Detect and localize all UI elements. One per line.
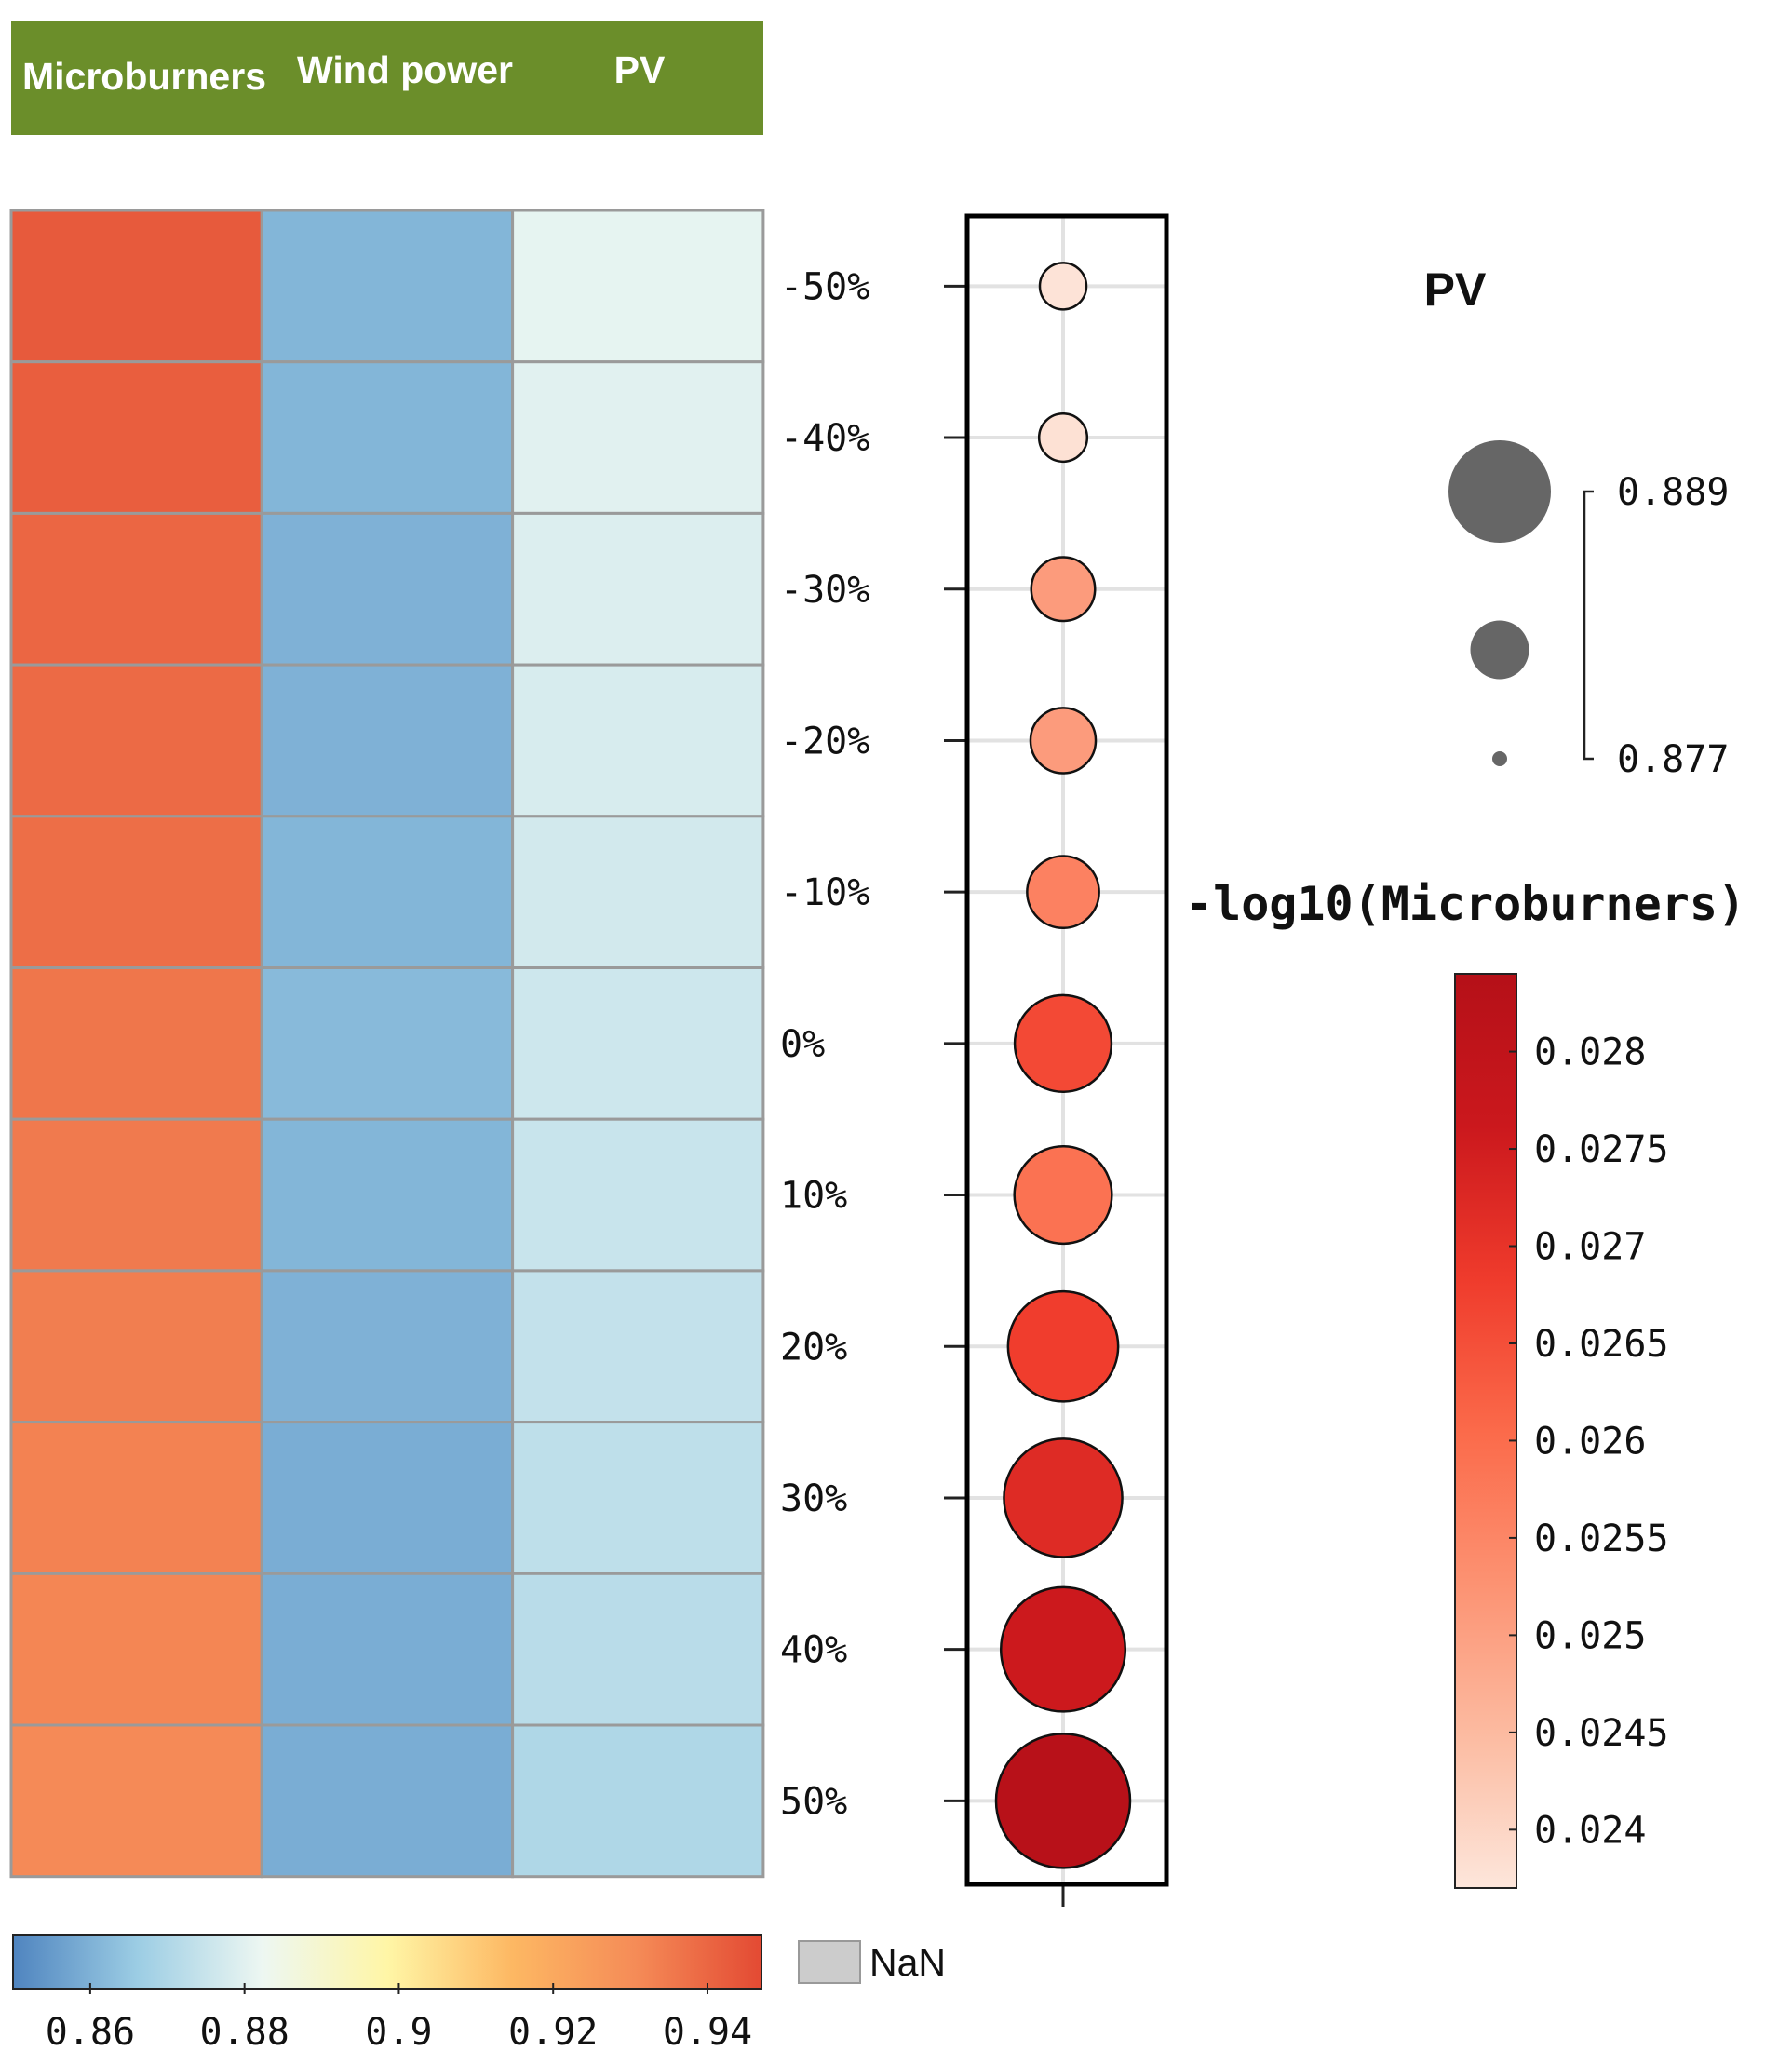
size-legend-title: PV xyxy=(1424,263,1487,316)
heatmap-cell xyxy=(260,511,515,667)
size-legend-circle xyxy=(1448,440,1551,543)
heatmap-cell xyxy=(511,1117,765,1273)
heatmap-cell xyxy=(260,1117,515,1273)
heatmap-cell xyxy=(260,966,515,1121)
colorbar-tick-label: 0.86 xyxy=(46,2011,135,2054)
bubble-mark xyxy=(1006,1289,1120,1403)
bubble-colorbar xyxy=(1454,973,1517,1889)
bubble-colorbar-tick-label: 0.0255 xyxy=(1534,1518,1669,1560)
row-label: -40% xyxy=(780,417,869,460)
heatmap-cell xyxy=(9,1117,263,1273)
color-legend-title: -log10(Microburners) xyxy=(1185,877,1745,931)
heatmap-cell xyxy=(260,360,515,515)
nan-label: NaN xyxy=(869,1941,946,1984)
heatmap-cell xyxy=(511,1572,765,1727)
heatmap-cell xyxy=(9,815,263,969)
size-legend-label: 0.889 xyxy=(1617,471,1729,514)
heatmap-cell xyxy=(260,815,515,969)
bubble-mark xyxy=(1038,262,1088,311)
row-label: 50% xyxy=(780,1780,847,1823)
colorbar-tick-label: 0.9 xyxy=(365,2011,432,2054)
bubble-colorbar-tick-label: 0.027 xyxy=(1534,1226,1646,1269)
bubble-mark xyxy=(1013,1144,1113,1246)
heatmap-cell xyxy=(260,1723,515,1879)
row-label: -50% xyxy=(780,265,869,308)
heatmap-cell xyxy=(511,1421,765,1575)
bubble-mark xyxy=(1013,993,1113,1094)
heatmap-cell xyxy=(511,1269,765,1424)
row-label: 10% xyxy=(780,1175,847,1218)
bubble-mark xyxy=(1003,1437,1124,1558)
row-label: 40% xyxy=(780,1629,847,1672)
header-band xyxy=(11,21,763,135)
size-legend-circle xyxy=(1470,620,1529,680)
heatmap-cell xyxy=(9,511,263,667)
heatmap-cell xyxy=(511,1723,765,1879)
heatmap-cell xyxy=(511,815,765,969)
column-header-pv: PV xyxy=(614,48,666,91)
colorbar-tick-label: 0.88 xyxy=(199,2011,289,2054)
column-header-wind-power: Wind power xyxy=(297,48,513,91)
row-label: 20% xyxy=(780,1326,847,1369)
heatmap-cell xyxy=(260,1269,515,1424)
bubble-colorbar-tick-label: 0.0275 xyxy=(1534,1128,1669,1171)
bubble-marks xyxy=(994,262,1132,1869)
bubble-mark xyxy=(1030,556,1097,623)
heatmap-cell xyxy=(511,663,765,818)
bubble-colorbar-tick-label: 0.0245 xyxy=(1534,1712,1669,1755)
size-legend: 0.889 0.877 xyxy=(1448,440,1729,781)
bubble-mark xyxy=(994,1733,1132,1869)
bubble-colorbar-tick-label: 0.024 xyxy=(1534,1809,1646,1852)
row-label: 30% xyxy=(780,1477,847,1520)
row-label: 0% xyxy=(780,1023,825,1066)
column-header-microburners: Microburners xyxy=(22,55,266,98)
bubble-colorbar-ticks: 0.028 0.0275 0.027 0.0265 0.026 0.0255 0.025 0.… xyxy=(1509,1032,1669,1852)
heatmap-cell xyxy=(511,360,765,515)
heatmap-cell xyxy=(511,511,765,667)
bubble-colorbar-tick-label: 0.0265 xyxy=(1534,1323,1669,1366)
heatmap-cell xyxy=(260,663,515,818)
heatmap-cell xyxy=(260,1421,515,1575)
row-label: -10% xyxy=(780,871,869,914)
colorbar-tick-label: 0.94 xyxy=(663,2011,752,2054)
bubble-mark xyxy=(1037,411,1089,464)
heatmap-cell xyxy=(9,1723,263,1879)
heatmap-cell xyxy=(9,1572,263,1727)
row-label: -30% xyxy=(780,569,869,612)
size-legend-circle xyxy=(1492,751,1507,766)
heatmap-cell xyxy=(260,1572,515,1727)
heatmap-cell xyxy=(9,209,263,364)
colorbar-tick-label: 0.92 xyxy=(508,2011,598,2054)
heatmap-colorbar xyxy=(12,1934,762,1990)
size-legend-label: 0.877 xyxy=(1617,738,1729,781)
heatmap-cell xyxy=(9,1269,263,1424)
bubble-mark xyxy=(999,1585,1127,1713)
bubble-mark xyxy=(1026,855,1100,930)
heatmap-cell xyxy=(511,209,765,364)
heatmap-row-labels: -50% -40% -30% -20% -10% 0% 10% 20% 30% 40% 50% xyxy=(780,265,869,1823)
heatmap-cell xyxy=(9,1421,263,1575)
size-legend-bracket xyxy=(1583,490,1594,761)
heatmap-cell xyxy=(260,209,515,364)
bubble-colorbar-tick-label: 0.028 xyxy=(1534,1032,1646,1074)
bubble-mark xyxy=(1029,707,1098,775)
heatmap-colorbar-ticks: 0.86 0.88 0.9 0.92 0.94 xyxy=(46,1983,752,2054)
nan-swatch xyxy=(798,1940,861,1984)
row-label: -20% xyxy=(780,720,869,762)
heatmap-cell xyxy=(9,663,263,818)
bubble-colorbar-tick-label: 0.025 xyxy=(1534,1614,1646,1657)
bubble-panel-frame xyxy=(964,213,1169,1887)
heatmap-cell xyxy=(511,966,765,1121)
bubble-colorbar-tick-label: 0.026 xyxy=(1534,1420,1646,1463)
heatmap-cell xyxy=(9,360,263,515)
heatmap-cell xyxy=(9,966,263,1121)
heatmap xyxy=(9,209,765,1879)
